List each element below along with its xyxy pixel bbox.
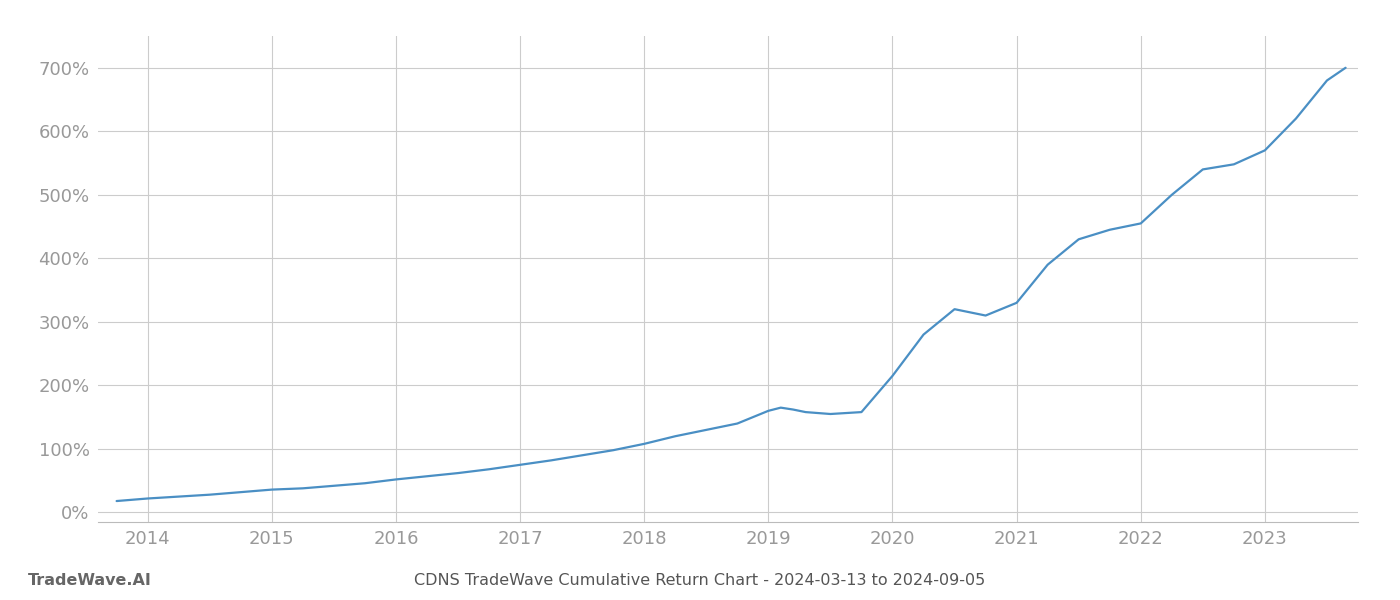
Text: TradeWave.AI: TradeWave.AI [28,573,151,588]
Text: CDNS TradeWave Cumulative Return Chart - 2024-03-13 to 2024-09-05: CDNS TradeWave Cumulative Return Chart -… [414,573,986,588]
